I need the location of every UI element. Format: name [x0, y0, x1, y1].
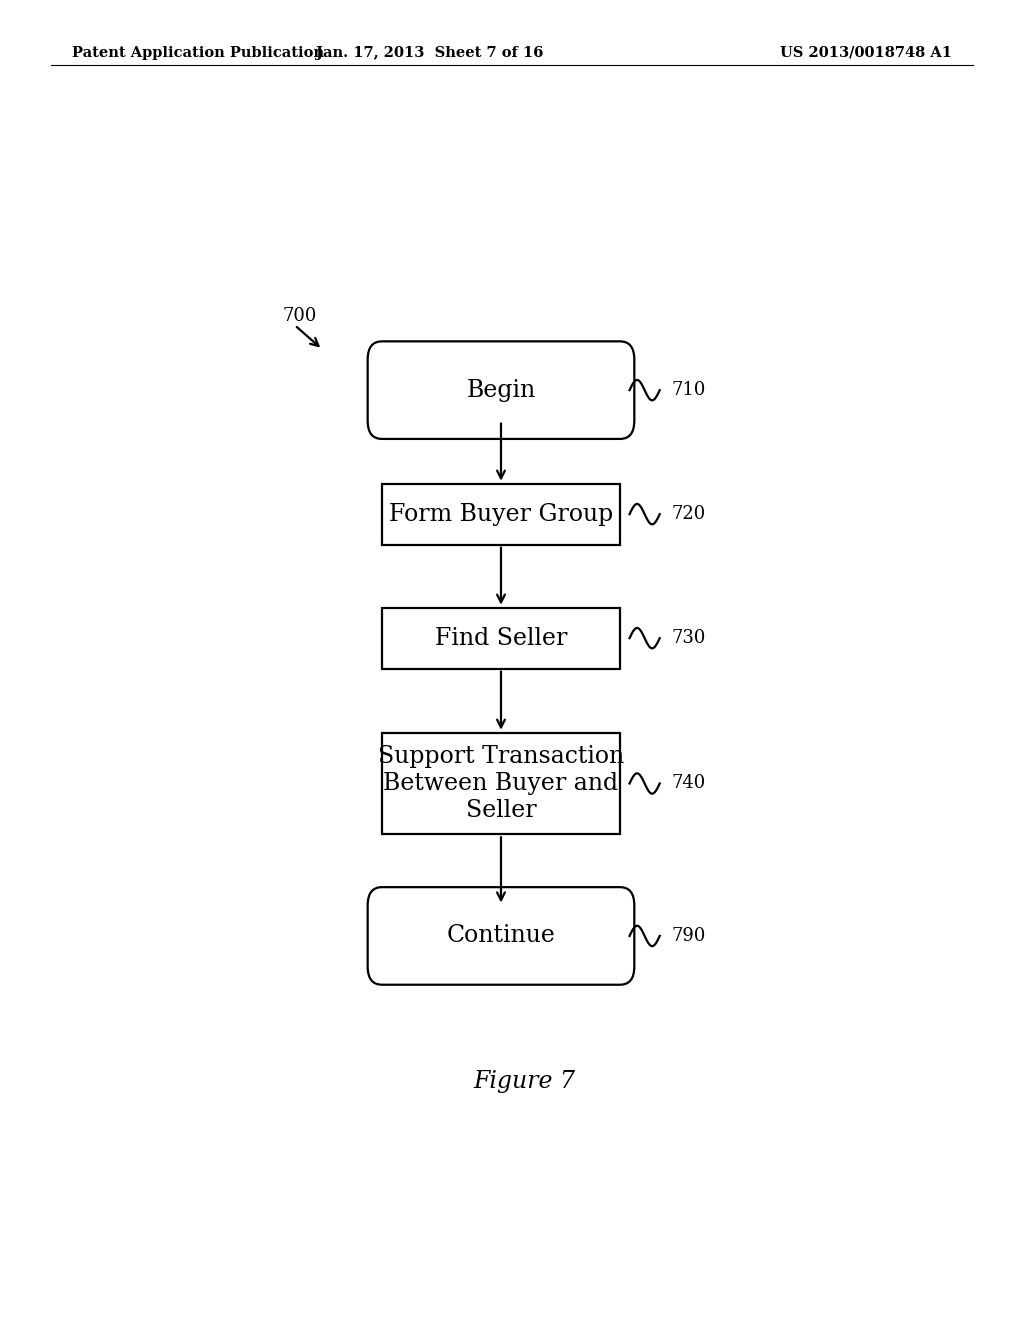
- Text: US 2013/0018748 A1: US 2013/0018748 A1: [780, 46, 952, 59]
- Text: Figure 7: Figure 7: [474, 1069, 575, 1093]
- Text: 740: 740: [672, 775, 706, 792]
- FancyBboxPatch shape: [368, 342, 634, 440]
- Bar: [382, 733, 620, 834]
- Bar: [382, 607, 620, 669]
- Text: 720: 720: [672, 506, 706, 523]
- FancyBboxPatch shape: [368, 887, 634, 985]
- Text: 700: 700: [283, 308, 317, 325]
- Text: Find Seller: Find Seller: [435, 627, 567, 649]
- Text: 790: 790: [672, 927, 706, 945]
- Text: Support Transaction
Between Buyer and
Seller: Support Transaction Between Buyer and Se…: [378, 746, 624, 821]
- Text: Begin: Begin: [466, 379, 536, 401]
- Text: 710: 710: [672, 381, 706, 399]
- Text: Patent Application Publication: Patent Application Publication: [72, 46, 324, 59]
- Text: Form Buyer Group: Form Buyer Group: [389, 503, 613, 525]
- Text: Jan. 17, 2013  Sheet 7 of 16: Jan. 17, 2013 Sheet 7 of 16: [316, 46, 544, 59]
- Text: 730: 730: [672, 630, 706, 647]
- Bar: [382, 483, 620, 545]
- Text: Continue: Continue: [446, 924, 555, 948]
